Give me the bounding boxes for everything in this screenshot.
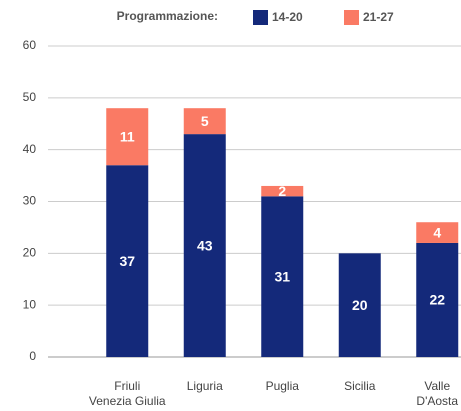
x-tick-label: Liguria xyxy=(186,379,223,393)
bar-segment xyxy=(183,108,226,135)
data-label: 11 xyxy=(120,128,135,144)
x-tick-label: Sicilia xyxy=(344,379,376,393)
y-tick-label: 0 xyxy=(29,349,36,363)
data-label: 5 xyxy=(201,113,209,129)
bar-segment xyxy=(106,165,149,357)
x-tick-label: Friuli Venezia Giulia xyxy=(88,379,166,408)
y-tick-label: 60 xyxy=(23,38,37,52)
bar-segment xyxy=(183,134,226,357)
x-tick-label: Valle D'Aosta xyxy=(416,379,459,408)
data-label: 37 xyxy=(119,253,135,269)
data-label: 2 xyxy=(278,183,286,199)
legend-label: 14-20 xyxy=(272,10,303,24)
y-tick-label: 30 xyxy=(23,194,37,208)
legend-label: 21-27 xyxy=(363,10,394,24)
y-tick-label: 10 xyxy=(23,297,37,311)
bar-segment xyxy=(416,242,459,357)
y-tick-label: 50 xyxy=(23,90,37,104)
bar-segment xyxy=(106,108,149,166)
data-label: 22 xyxy=(429,292,445,308)
data-label: 31 xyxy=(274,268,290,284)
y-tick-label: 40 xyxy=(23,142,37,156)
data-label: 43 xyxy=(197,237,213,253)
legend-swatch xyxy=(253,10,268,25)
bar-segment xyxy=(261,196,304,357)
bar-segment xyxy=(338,253,381,357)
x-tick-label: Puglia xyxy=(265,379,299,393)
legend-title: Programmazione: xyxy=(117,9,218,23)
data-label: 4 xyxy=(433,224,441,240)
y-tick-label: 20 xyxy=(23,246,37,260)
bar-segment xyxy=(416,222,459,243)
legend-swatch xyxy=(344,10,359,25)
bar-segment xyxy=(261,185,304,197)
data-label: 20 xyxy=(352,297,368,313)
